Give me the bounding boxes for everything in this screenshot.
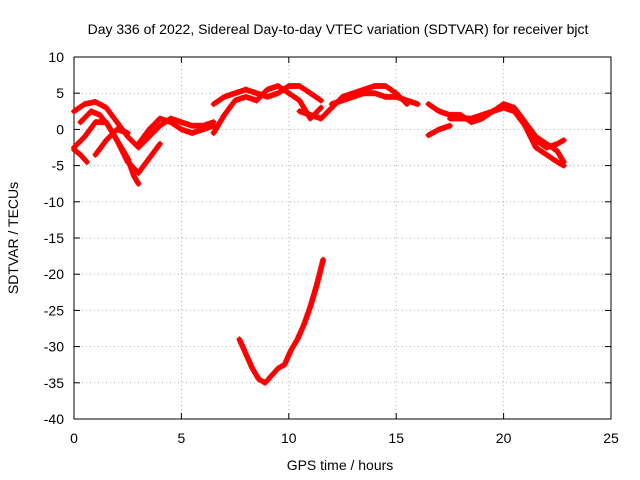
y-tick-label: 5 (56, 85, 64, 101)
data-point (318, 97, 325, 104)
x-tick-label: 0 (70, 430, 78, 446)
y-tick-label: -25 (44, 302, 64, 318)
y-tick-label: 10 (48, 49, 64, 65)
data-point (318, 104, 325, 111)
series-track-10 (328, 90, 421, 108)
grid-lines (74, 57, 611, 419)
series-track-13 (446, 104, 567, 169)
data-point (156, 140, 163, 147)
data-point (446, 122, 453, 129)
x-tick-label: 25 (603, 430, 619, 446)
data-point (82, 157, 89, 164)
data-marks (71, 82, 567, 386)
y-tick-label: 0 (56, 121, 64, 137)
y-tick-label: -5 (52, 158, 65, 174)
data-point (317, 105, 324, 112)
y-tick-label: -20 (44, 266, 64, 282)
y-tick-label: -10 (44, 194, 64, 210)
y-tick-label: -15 (44, 230, 64, 246)
series-track-9 (296, 82, 410, 122)
data-point (316, 96, 323, 103)
data-point (135, 180, 142, 187)
series-track-6 (135, 115, 217, 147)
x-tick-label: 10 (281, 430, 297, 446)
data-point (560, 162, 567, 169)
data-point (156, 141, 163, 148)
x-axis-label: GPS time / hours (287, 457, 394, 473)
data-point (134, 179, 141, 186)
x-tick-label: 20 (496, 430, 512, 446)
series-track-1 (71, 98, 217, 151)
data-point (124, 130, 131, 137)
data-point (320, 256, 327, 263)
series-track-4 (77, 108, 142, 187)
data-point (414, 101, 421, 108)
data-point (83, 158, 90, 165)
series-track-15 (236, 256, 327, 386)
series-track-12 (425, 122, 453, 139)
data-point (560, 137, 567, 144)
axis-ticks: 0 5 10 15 20 25 10 5 0 -5 -10 -15 -20 -25 -30 -35 -40 (44, 49, 619, 446)
y-tick-label: -35 (44, 375, 64, 391)
y-tick-label: -40 (44, 411, 64, 427)
data-point (559, 137, 566, 144)
series-track-8 (210, 82, 325, 108)
data-point (559, 161, 566, 168)
y-axis-label: SDTVAR / TECUs (5, 182, 21, 294)
x-tick-label: 5 (178, 430, 186, 446)
series-track-3 (71, 146, 90, 165)
y-tick-label: -30 (44, 339, 64, 355)
series-track-5 (92, 126, 131, 158)
x-tick-label: 15 (388, 430, 404, 446)
chart-title: Day 336 of 2022, Sidereal Day-to-day VTE… (88, 21, 589, 37)
series-track-14 (532, 137, 567, 151)
